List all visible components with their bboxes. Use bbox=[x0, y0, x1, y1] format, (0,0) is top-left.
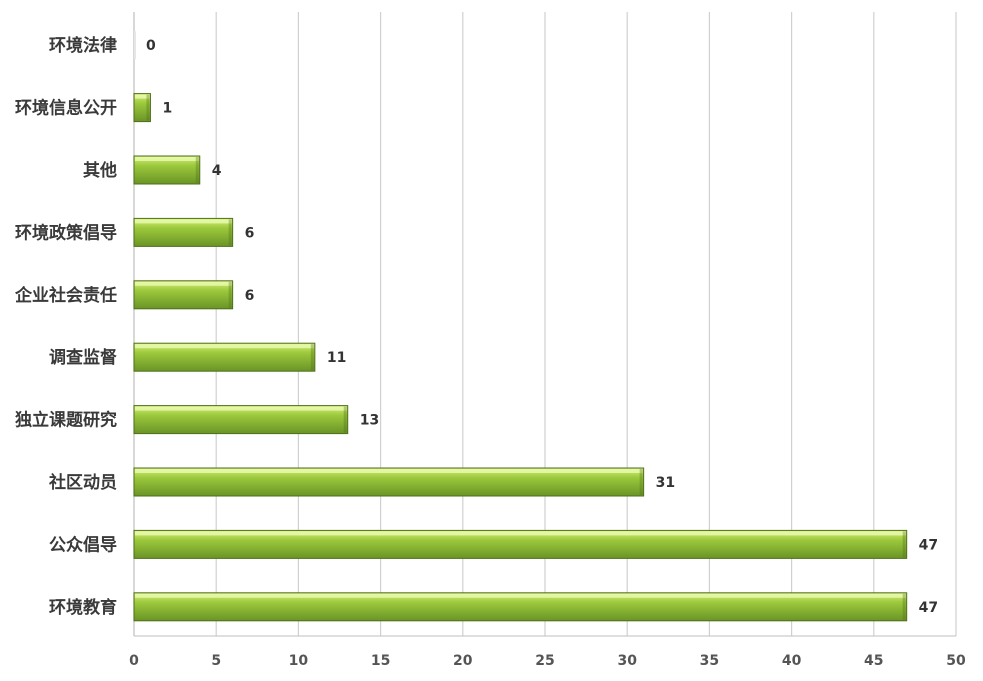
bar bbox=[133, 217, 234, 247]
x-tick-label: 40 bbox=[782, 653, 802, 669]
category-label: 环境信息公开 bbox=[15, 98, 117, 119]
value-label: 1 bbox=[162, 101, 172, 117]
bar bbox=[133, 155, 201, 185]
bar-highlight bbox=[135, 94, 150, 99]
x-tick-label: 15 bbox=[371, 653, 390, 669]
bar bbox=[133, 342, 316, 372]
bar-end-bevel bbox=[228, 281, 232, 308]
bar-highlight bbox=[135, 344, 314, 349]
x-tick-label: 20 bbox=[453, 653, 473, 669]
category-labels: 环境法律环境信息公开其他环境政策倡导企业社会责任调查监督独立课题研究社区动员公众… bbox=[14, 35, 117, 618]
x-tick-label: 25 bbox=[535, 653, 554, 669]
bar-highlight bbox=[135, 157, 199, 161]
bar-end-bevel bbox=[639, 469, 643, 495]
value-label: 4 bbox=[212, 163, 222, 179]
category-label: 调查监督 bbox=[49, 347, 117, 368]
bar bbox=[133, 529, 908, 559]
bar-end-bevel bbox=[902, 593, 906, 620]
bar bbox=[134, 31, 136, 60]
bar-highlight bbox=[135, 593, 906, 598]
bar bbox=[133, 592, 908, 622]
bar bbox=[133, 93, 151, 123]
x-tick-label: 35 bbox=[700, 653, 719, 669]
category-label: 环境政策倡导 bbox=[15, 222, 117, 243]
value-label: 47 bbox=[919, 537, 938, 553]
value-label: 6 bbox=[245, 225, 255, 241]
x-tick-label: 50 bbox=[946, 653, 966, 669]
category-label: 社区动员 bbox=[48, 472, 117, 493]
bar bbox=[133, 467, 645, 497]
bar-end-bevel bbox=[228, 219, 232, 246]
x-tick-label: 10 bbox=[289, 653, 309, 669]
value-label: 11 bbox=[327, 350, 346, 366]
value-label: 31 bbox=[656, 475, 675, 491]
category-label: 独立课题研究 bbox=[15, 410, 117, 431]
bar-end-bevel bbox=[195, 157, 199, 183]
category-label: 企业社会责任 bbox=[14, 285, 117, 306]
x-axis-ticks: 0 5 10 15 20 25 30 35 40 45 50 bbox=[129, 653, 966, 669]
bars bbox=[133, 31, 908, 622]
category-label: 环境法律 bbox=[49, 35, 117, 56]
bar bbox=[133, 405, 349, 435]
category-label: 公众倡导 bbox=[49, 534, 117, 555]
x-tick-label: 5 bbox=[211, 653, 221, 669]
value-labels: 0 1 4 6 6 11 13 31 47 47 bbox=[146, 38, 938, 616]
category-label: 其他 bbox=[83, 160, 117, 181]
value-label: 13 bbox=[360, 413, 379, 429]
value-label: 0 bbox=[146, 38, 156, 54]
bar-highlight bbox=[135, 406, 347, 411]
value-label: 47 bbox=[919, 600, 938, 616]
x-tick-label: 0 bbox=[129, 653, 139, 669]
x-tick-label: 45 bbox=[864, 653, 883, 669]
bar-highlight bbox=[135, 219, 232, 224]
x-tick-label: 30 bbox=[617, 653, 637, 669]
category-label: 环境教育 bbox=[49, 597, 117, 618]
bar-body bbox=[134, 31, 136, 60]
bar-end-bevel bbox=[310, 344, 314, 371]
bar-highlight bbox=[135, 469, 643, 473]
bar-end-bevel bbox=[902, 531, 906, 558]
value-label: 6 bbox=[245, 288, 255, 304]
bar-end-bevel bbox=[343, 406, 347, 433]
bar-body bbox=[133, 93, 151, 123]
bar-highlight bbox=[135, 281, 232, 286]
bar-end-bevel bbox=[146, 94, 150, 121]
bar bbox=[133, 280, 234, 310]
bar-highlight bbox=[135, 531, 906, 536]
